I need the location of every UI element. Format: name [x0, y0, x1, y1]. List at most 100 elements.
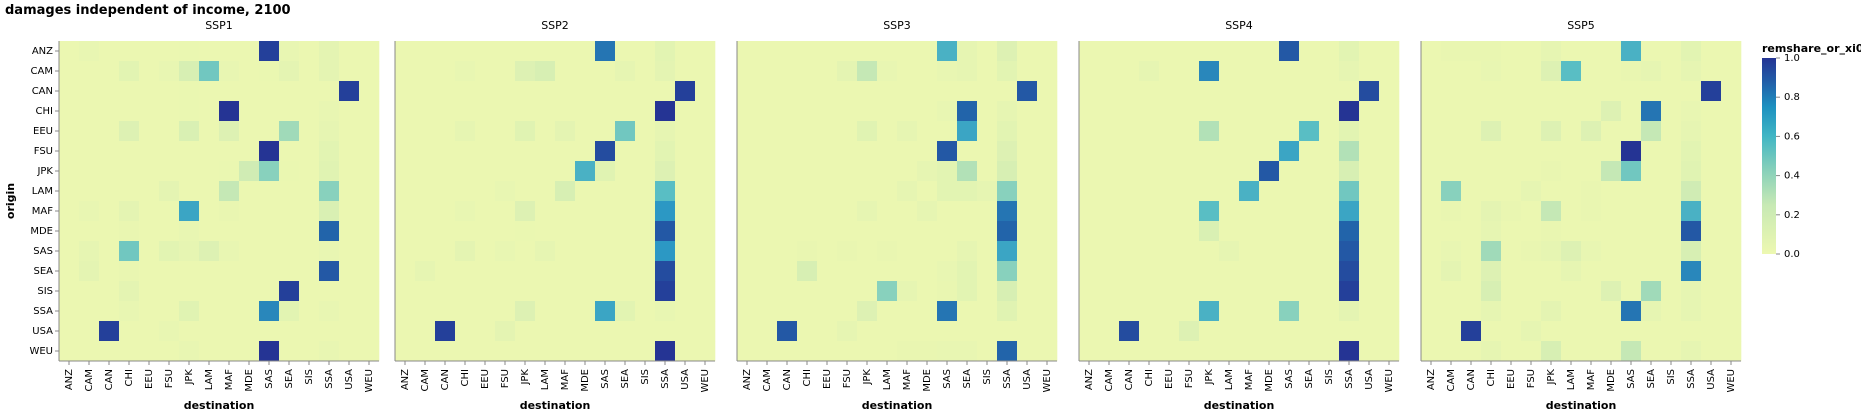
heatmap-cell	[595, 201, 616, 222]
heatmap-cell	[1017, 221, 1038, 242]
x-tick-label: CAM	[420, 369, 431, 391]
heatmap-cell	[139, 281, 160, 302]
heatmap-cell	[1461, 241, 1482, 262]
heatmap-cell	[319, 121, 340, 142]
heatmap-cell	[219, 241, 240, 262]
heatmap-cell	[1199, 261, 1220, 282]
heatmap-cell	[1339, 241, 1360, 262]
heatmap-cell	[1461, 261, 1482, 282]
heatmap-cell	[1299, 101, 1320, 122]
heatmap-cell	[695, 161, 716, 182]
x-tick-label: EEU	[1164, 369, 1175, 389]
heatmap-cell	[1421, 61, 1442, 82]
heatmap-cell	[1641, 101, 1662, 122]
heatmap-cell	[1481, 241, 1502, 262]
heatmap-cell	[1601, 241, 1622, 262]
heatmap-cell	[1581, 161, 1602, 182]
heatmap-cell	[917, 181, 938, 202]
x-tick-label: MDE	[922, 369, 933, 392]
heatmap-cell	[575, 181, 596, 202]
heatmap-cell	[1319, 181, 1340, 202]
heatmap-cell	[1641, 181, 1662, 202]
heatmap-cell	[299, 341, 320, 362]
heatmap-cell	[395, 241, 416, 262]
heatmap-cell	[319, 321, 340, 342]
heatmap-cell	[937, 181, 958, 202]
heatmap-cell	[1379, 141, 1400, 162]
heatmap-cell	[1279, 81, 1300, 102]
heatmap-cell	[1079, 61, 1100, 82]
heatmap-cell	[1601, 341, 1622, 362]
heatmap-cell	[1481, 41, 1502, 62]
heatmap-cell	[1279, 261, 1300, 282]
heatmap-cell	[997, 161, 1018, 182]
heatmap-cell	[179, 121, 200, 142]
heatmap-cell	[1621, 61, 1642, 82]
heatmap-cell	[1239, 181, 1260, 202]
heatmap-cell	[1681, 261, 1702, 282]
heatmap-cell	[1139, 81, 1160, 102]
heatmap-cell	[635, 301, 656, 322]
heatmap-cell	[279, 181, 300, 202]
x-axis-title: destination	[184, 399, 255, 412]
heatmap-cell	[977, 41, 998, 62]
heatmap-cell	[957, 41, 978, 62]
heatmap-cell	[1481, 61, 1502, 82]
heatmap-cell	[475, 261, 496, 282]
heatmap-cell	[79, 301, 100, 322]
heatmap-cell	[1239, 221, 1260, 242]
heatmap-cell	[1037, 141, 1058, 162]
heatmap-cell	[475, 101, 496, 122]
heatmap-cell	[937, 241, 958, 262]
heatmap-cell	[575, 221, 596, 242]
heatmap-cell	[495, 141, 516, 162]
heatmap-cell	[817, 281, 838, 302]
heatmap-cell	[1319, 301, 1340, 322]
heatmap-cell	[1017, 161, 1038, 182]
heatmap-cell	[1661, 41, 1682, 62]
heatmap-cell	[817, 121, 838, 142]
heatmap-cell	[1461, 121, 1482, 142]
heatmap-cell	[395, 221, 416, 242]
heatmap-cell	[359, 141, 380, 162]
heatmap-cell	[219, 221, 240, 242]
heatmap-cell	[435, 141, 456, 162]
heatmap-cell	[897, 161, 918, 182]
heatmap-cell	[757, 341, 778, 362]
heatmap-cell	[1159, 341, 1180, 362]
heatmap-cell	[917, 161, 938, 182]
heatmap-cell	[1721, 81, 1742, 102]
heatmap-cell	[1219, 41, 1240, 62]
heatmap-cell	[319, 241, 340, 262]
heatmap-cell	[997, 81, 1018, 102]
heatmap-cell	[1701, 101, 1722, 122]
heatmap-cell	[1079, 261, 1100, 282]
heatmap-cell	[937, 281, 958, 302]
heatmap-cell	[1017, 301, 1038, 322]
heatmap-cell	[79, 281, 100, 302]
heatmap-cell	[897, 81, 918, 102]
heatmap-cell	[339, 61, 360, 82]
heatmap-cell	[977, 281, 998, 302]
heatmap-cell	[1119, 181, 1140, 202]
heatmap-cell	[1721, 101, 1742, 122]
heatmap-cell	[797, 101, 818, 122]
heatmap-cell	[1359, 301, 1380, 322]
x-tick-label: MDE	[1264, 369, 1275, 392]
heatmap-cell	[1421, 141, 1442, 162]
heatmap-cell	[1139, 321, 1160, 342]
heatmap-cell	[1721, 221, 1742, 242]
x-tick-label: FSU	[842, 369, 853, 388]
heatmap-cell	[1179, 101, 1200, 122]
heatmap-cell	[1299, 281, 1320, 302]
heatmap-cell	[1441, 141, 1462, 162]
x-tick-label: FSU	[1184, 369, 1195, 388]
heatmap-cell	[79, 241, 100, 262]
heatmap-cell	[1521, 321, 1542, 342]
heatmap-cell	[917, 341, 938, 362]
heatmap-cell	[635, 341, 656, 362]
heatmap-cell	[99, 121, 120, 142]
x-tick-label: ANZ	[400, 369, 411, 390]
heatmap-cell	[1139, 201, 1160, 222]
heatmap-cell	[977, 101, 998, 122]
